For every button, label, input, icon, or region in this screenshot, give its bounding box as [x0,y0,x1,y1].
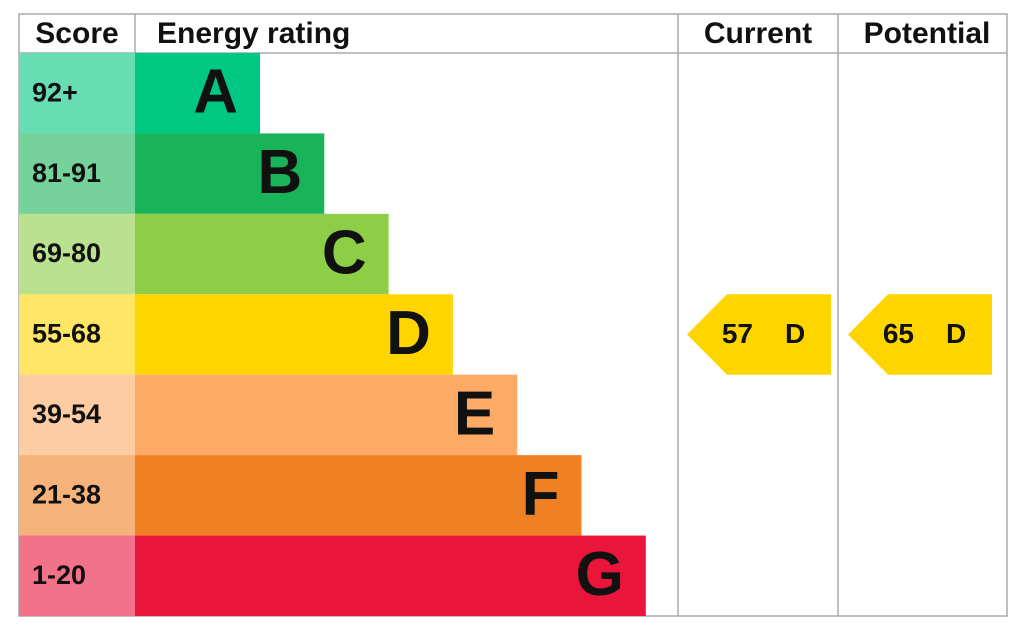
score-tint [19,535,135,616]
score-tint [19,53,135,134]
rating-bar [135,535,646,616]
potential-arrow [848,294,992,375]
current-rating: D [785,318,805,349]
score-range: 21-38 [32,479,101,509]
score-range: 55-68 [32,319,101,349]
potential-score: 65 [883,318,914,349]
score-range: 39-54 [32,399,101,429]
score-tint [19,374,135,456]
score-tint [19,133,135,214]
score-cell [19,374,135,456]
header-energy-rating: Energy rating [157,17,350,50]
score-cell [19,294,135,375]
score-cell [19,455,135,536]
rating-bar [135,374,518,456]
rating-letter: C [322,218,367,287]
current-arrow [687,294,831,375]
header-current: Current [704,17,812,50]
rating-bar [135,53,260,134]
score-range: 81-91 [32,158,101,188]
score-range: 69-80 [32,238,101,268]
header-score: Score [35,17,118,50]
rating-letter: F [522,460,560,529]
score-tint [19,294,135,375]
rating-bar [135,213,389,295]
rating-letter: G [576,540,624,609]
potential-rating: D [946,318,966,349]
rating-bar [135,133,325,214]
header-potential: Potential [864,17,991,50]
rating-letter: D [386,299,431,368]
score-range: 1-20 [32,560,86,590]
rating-letter: E [454,379,495,448]
score-range: 92+ [32,77,78,107]
score-cell [19,535,135,616]
rating-letter: A [193,58,238,127]
score-cell [19,213,135,295]
rating-letter: B [258,138,303,207]
score-tint [19,455,135,536]
score-tint [19,213,135,295]
rating-bar [135,294,453,375]
rating-bar [135,455,582,536]
score-cell [19,133,135,214]
score-cell [19,53,135,134]
current-score: 57 [722,318,753,349]
